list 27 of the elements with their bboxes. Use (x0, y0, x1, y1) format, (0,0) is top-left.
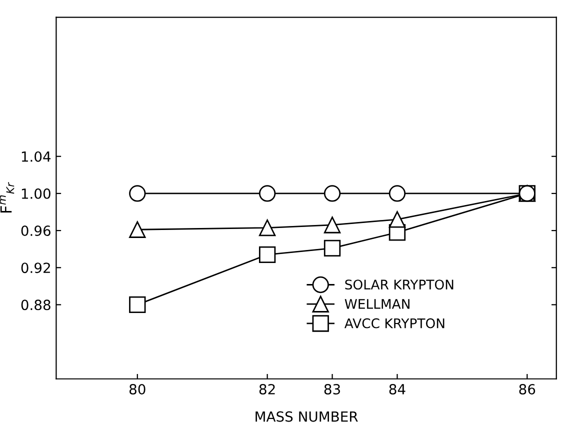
point (129, 185, 146, 202)
point (324, 240, 341, 256)
y-axis-title: F$^{m}$$_{Kr}$ (0, 182, 14, 212)
y-tick-label: 0.88 (21, 300, 50, 310)
legend-label: AVCC KRYPTON (344, 318, 444, 328)
y-tick-label: 1.00 (22, 188, 50, 199)
x-tick-label: 82 (259, 384, 275, 394)
x-tick-label: 86 (519, 384, 536, 394)
point (388, 211, 406, 228)
y-tick-label: 0.96 (21, 226, 50, 236)
point (129, 296, 146, 314)
x-axis-title: MASS NUMBER (256, 411, 358, 422)
x-tick-label: 83 (324, 384, 340, 394)
legend-label: WELLMAN (344, 299, 410, 309)
point (258, 219, 276, 236)
y-tick-label: 1.04 (22, 151, 51, 162)
y-tick-label: 0.92 (21, 262, 50, 274)
point (324, 185, 341, 202)
x-tick-label: 84 (389, 384, 406, 394)
point (258, 185, 276, 202)
point (518, 185, 536, 202)
point (388, 185, 406, 202)
point (324, 216, 341, 234)
point (258, 246, 276, 263)
x-tick-label: 80 (130, 384, 146, 394)
point (129, 221, 146, 238)
legend-label: SOLAR KRYPTON (345, 280, 454, 290)
